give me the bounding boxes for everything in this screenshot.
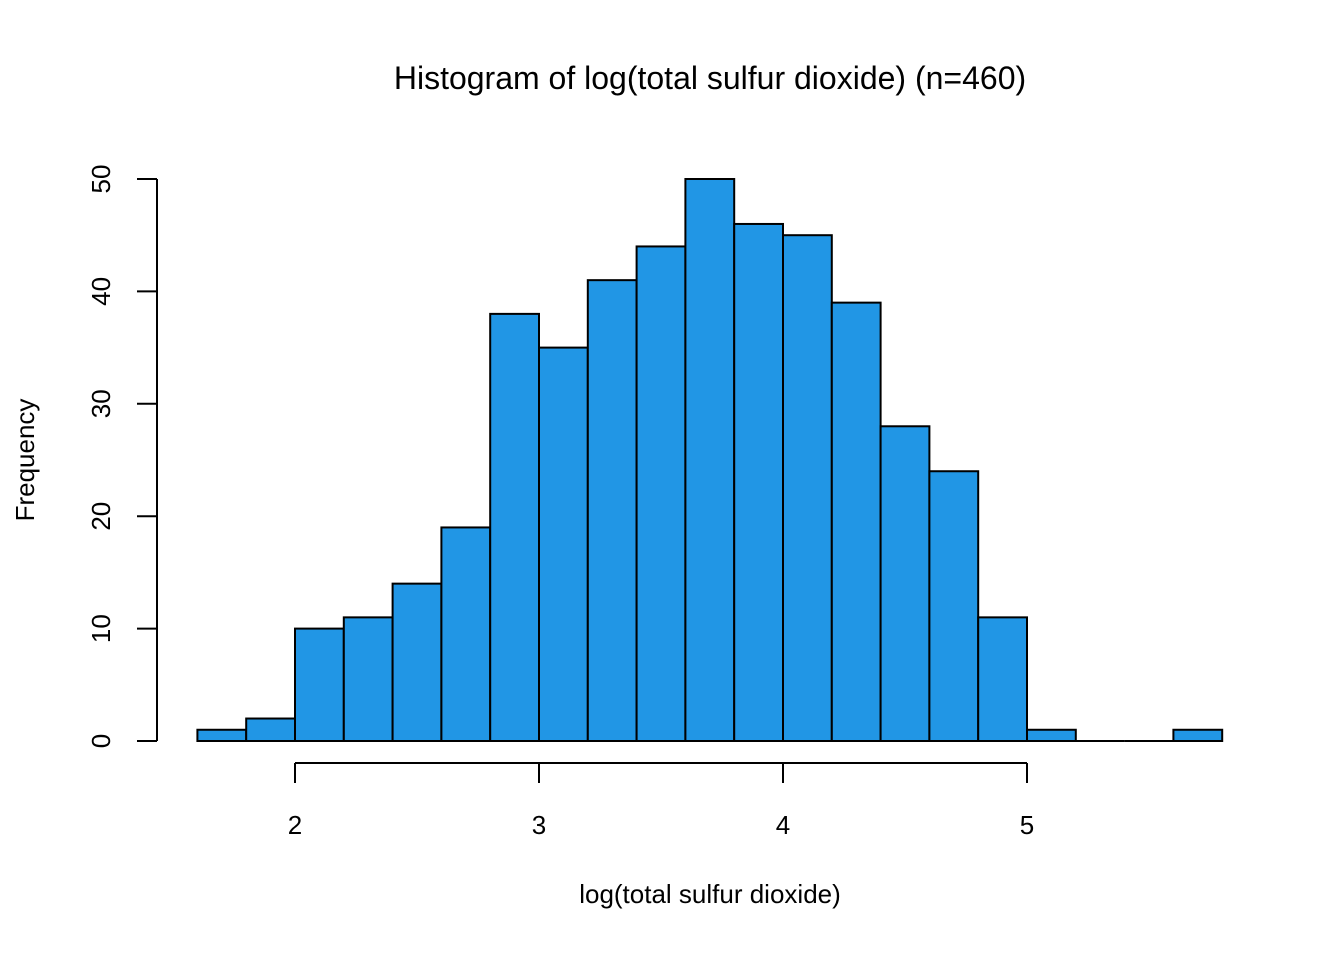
x-tick-label: 4 [776, 810, 790, 840]
histogram-bar [1172, 728, 1224, 743]
histogram-bar [538, 346, 589, 742]
histogram-bar [586, 279, 638, 742]
histogram-bar [489, 312, 541, 742]
histogram-bar [977, 616, 1029, 742]
histogram-bar [635, 245, 687, 742]
histogram-bar [879, 425, 931, 742]
histogram-bar [245, 717, 296, 743]
histogram-bar [928, 470, 980, 742]
histogram-bar [440, 526, 492, 742]
bars-group [196, 178, 1224, 743]
y-tick-label: 50 [86, 165, 116, 194]
histogram-bar [684, 178, 736, 742]
histogram-bar [342, 616, 394, 742]
histogram-bar [294, 627, 345, 742]
y-tick-label: 20 [86, 502, 116, 531]
histogram-bar [830, 301, 882, 742]
x-axis: 2 3 4 5 [288, 762, 1034, 840]
y-tick-label: 10 [86, 614, 116, 643]
histogram-bar [196, 728, 248, 743]
y-tick-label: 0 [86, 734, 116, 748]
histogram-bar [391, 582, 443, 743]
histogram-bar [733, 222, 785, 742]
x-tick-label: 3 [532, 810, 546, 840]
y-axis-label: Frequency [10, 399, 40, 522]
y-axis: 0 10 20 30 40 50 [86, 165, 158, 748]
x-tick-label: 2 [288, 810, 302, 840]
x-tick-label: 5 [1020, 810, 1034, 840]
x-axis-label: log(total sulfur dioxide) [579, 879, 841, 909]
y-tick-label: 40 [86, 277, 116, 306]
histogram-bar [782, 234, 833, 742]
y-tick-label: 30 [86, 389, 116, 418]
chart-title: Histogram of log(total sulfur dioxide) (… [394, 60, 1026, 96]
histogram-bar [1026, 728, 1077, 743]
